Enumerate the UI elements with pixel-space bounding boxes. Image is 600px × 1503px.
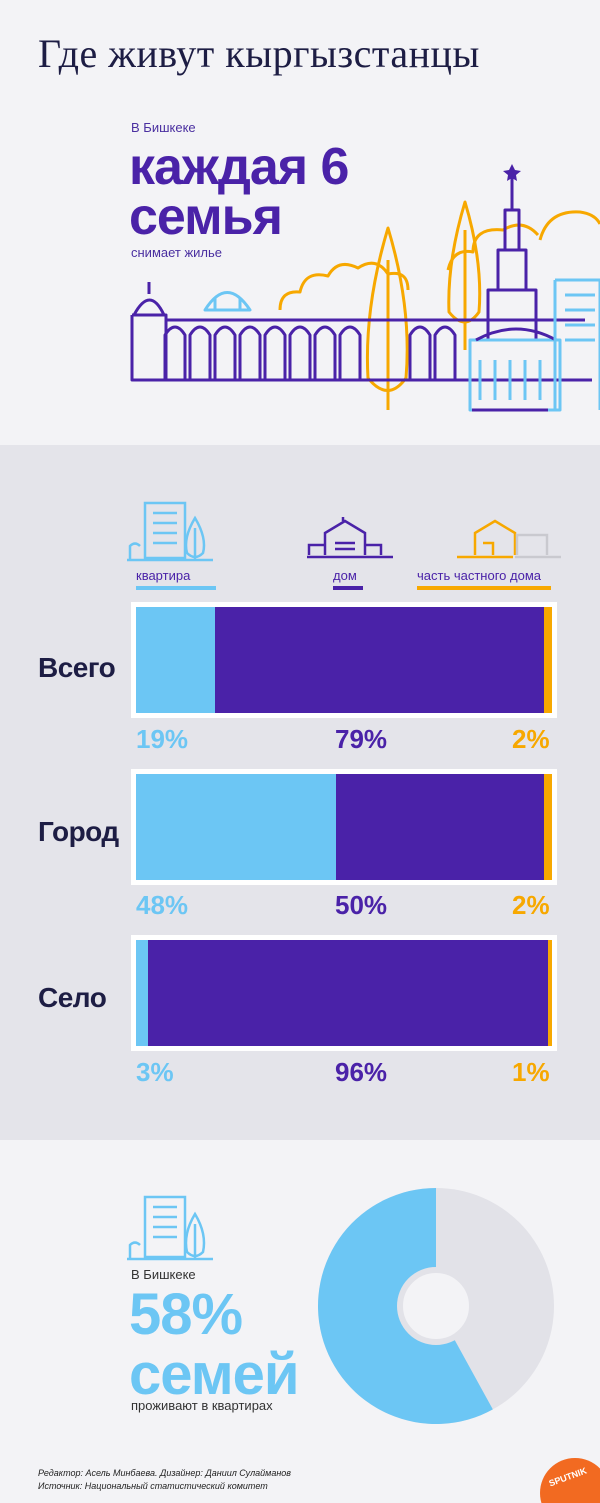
hero-top-line: В Бишкеке xyxy=(131,120,196,135)
legend-house-line xyxy=(333,586,363,590)
bottom-bottom-line: проживают в квартирах xyxy=(131,1398,273,1413)
bar-segment-total-house xyxy=(215,607,544,713)
row-label-village: Село xyxy=(38,982,107,1013)
pct-total-apartment: 19% xyxy=(136,724,189,754)
bottom-big-line-2: семей xyxy=(129,1342,300,1407)
hero-big-line-2: семья xyxy=(129,188,283,246)
hero-bottom-line: снимает жилье xyxy=(131,245,223,260)
row-label-city: Город xyxy=(38,816,119,847)
apartment-building-icon xyxy=(127,501,213,562)
bar-city xyxy=(136,774,552,880)
bar-segment-city-part-house xyxy=(543,774,552,880)
footer-source: Источник: Национальный статистический ко… xyxy=(38,1481,268,1491)
bar-frame-total xyxy=(131,602,557,718)
apartment-building-icon-bottom xyxy=(127,1195,213,1261)
pct-total-part-house: 2% xyxy=(512,724,550,754)
row-label-total: Всего xyxy=(38,652,116,683)
hero-section: В Бишкеке каждая 6 семья снимает жилье xyxy=(0,100,600,445)
bottom-big-line-1: 58% xyxy=(129,1282,243,1347)
pct-total-house: 79% xyxy=(335,724,388,754)
legend-part-house-line xyxy=(417,586,551,590)
house-icon xyxy=(307,517,393,559)
page-title: Где живут кыргызстанцы xyxy=(38,31,480,76)
legend-apartment-label: квартира xyxy=(136,568,191,583)
bottom-top-line: В Бишкеке xyxy=(131,1267,196,1282)
legend-house-label: дом xyxy=(333,568,357,583)
bar-segment-village-house xyxy=(148,940,548,1046)
pct-city-house: 50% xyxy=(335,890,388,920)
bar-total xyxy=(136,607,552,713)
pct-city-apartment: 48% xyxy=(136,890,189,920)
footer-credits: Редактор: Асель Минбаева. Дизайнер: Дани… xyxy=(38,1468,291,1478)
bar-segment-city-house xyxy=(335,774,544,880)
bishkek-apartments-section: В Бишкеке 58% семей проживают в квартира… xyxy=(0,1140,600,1503)
bar-frame-city xyxy=(131,769,557,885)
bar-frame-village xyxy=(131,935,557,1051)
pct-village-part-house: 1% xyxy=(512,1057,550,1087)
bar-segment-village-part-house xyxy=(547,940,552,1046)
bar-segment-total-apartment xyxy=(136,607,216,713)
pct-village-house: 96% xyxy=(335,1057,388,1087)
legend-apartment-line xyxy=(136,586,216,590)
bar-village xyxy=(136,940,552,1046)
pct-village-apartment: 3% xyxy=(136,1057,174,1087)
hero-big-line-1: каждая 6 xyxy=(129,138,349,196)
legend-part-house-label: часть частного дома xyxy=(417,568,541,583)
pct-city-part-house: 2% xyxy=(512,890,550,920)
bar-segment-village-apartment xyxy=(136,940,149,1046)
bishkek-skyline-illustration xyxy=(130,164,600,412)
pie-center-hole xyxy=(397,1267,475,1345)
bar-segment-city-apartment xyxy=(136,774,336,880)
part-house-icon xyxy=(457,519,561,559)
pie-chart xyxy=(318,1188,554,1424)
bar-segment-total-part-house xyxy=(543,607,552,713)
